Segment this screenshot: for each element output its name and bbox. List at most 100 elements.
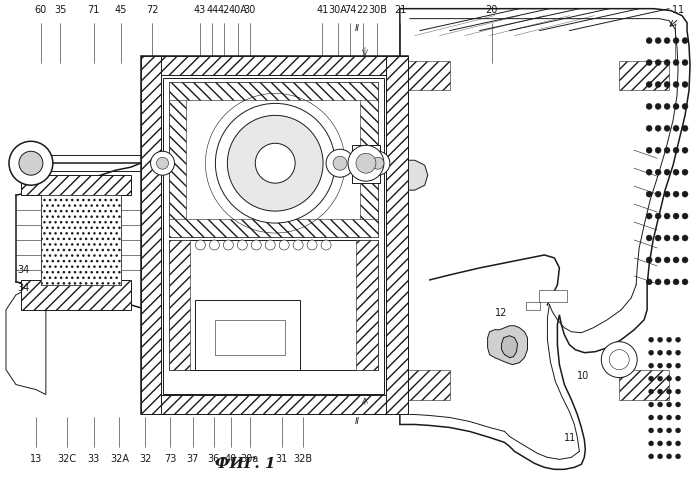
Text: 13: 13	[30, 455, 42, 464]
Bar	[168, 219, 378, 237]
Circle shape	[682, 81, 688, 87]
Circle shape	[655, 38, 661, 43]
Circle shape	[658, 402, 663, 407]
Circle shape	[210, 240, 219, 250]
Text: II: II	[354, 24, 359, 33]
Circle shape	[664, 235, 670, 241]
Circle shape	[667, 415, 672, 420]
Text: 32B: 32B	[294, 455, 312, 464]
Text: 34: 34	[17, 265, 29, 275]
Text: 11: 11	[564, 433, 577, 443]
Circle shape	[682, 279, 688, 285]
Circle shape	[649, 389, 654, 394]
Circle shape	[646, 169, 652, 175]
Bar	[400, 61, 449, 91]
Circle shape	[658, 441, 663, 446]
Circle shape	[673, 38, 679, 43]
Circle shape	[157, 157, 168, 169]
Text: 12: 12	[495, 308, 507, 318]
Circle shape	[682, 235, 688, 241]
Circle shape	[649, 415, 654, 420]
Circle shape	[649, 363, 654, 368]
Bar	[140, 55, 408, 76]
Circle shape	[673, 191, 679, 197]
Text: 22: 22	[356, 5, 369, 14]
Bar	[21, 175, 131, 195]
Circle shape	[646, 59, 652, 66]
Text: 1: 1	[678, 5, 684, 14]
Text: 30: 30	[244, 5, 256, 14]
Circle shape	[196, 240, 206, 250]
Circle shape	[646, 81, 652, 87]
Text: 30B: 30B	[368, 5, 387, 14]
Polygon shape	[6, 280, 46, 395]
Text: 73: 73	[164, 455, 177, 464]
Circle shape	[646, 104, 652, 109]
Circle shape	[649, 402, 654, 407]
Circle shape	[646, 125, 652, 131]
Circle shape	[667, 350, 672, 355]
Bar	[540, 290, 568, 302]
Circle shape	[655, 81, 661, 87]
Text: 32C: 32C	[57, 455, 77, 464]
Circle shape	[675, 350, 681, 355]
Circle shape	[646, 147, 652, 153]
Text: II: II	[354, 417, 359, 427]
Text: 40A: 40A	[229, 5, 247, 14]
Circle shape	[366, 151, 390, 175]
Circle shape	[372, 157, 384, 169]
Circle shape	[664, 191, 670, 197]
Circle shape	[664, 257, 670, 263]
Bar	[400, 370, 449, 400]
Circle shape	[675, 454, 681, 459]
Circle shape	[265, 240, 275, 250]
Bar	[168, 82, 378, 100]
Circle shape	[673, 125, 679, 131]
Circle shape	[673, 147, 679, 153]
Circle shape	[667, 428, 672, 433]
Circle shape	[307, 240, 317, 250]
Circle shape	[646, 213, 652, 219]
Bar	[163, 79, 384, 394]
Circle shape	[356, 153, 376, 173]
Circle shape	[646, 257, 652, 263]
Circle shape	[673, 279, 679, 285]
Circle shape	[675, 415, 681, 420]
Bar	[140, 55, 161, 415]
Circle shape	[658, 363, 663, 368]
Bar	[619, 370, 669, 400]
Bar	[140, 395, 408, 415]
Circle shape	[658, 376, 663, 381]
Circle shape	[610, 349, 629, 370]
Circle shape	[675, 428, 681, 433]
Circle shape	[667, 441, 672, 446]
Text: 35: 35	[54, 5, 66, 14]
Circle shape	[664, 169, 670, 175]
Bar	[168, 82, 378, 237]
Polygon shape	[400, 160, 428, 190]
Circle shape	[646, 279, 652, 285]
Circle shape	[675, 389, 681, 394]
Circle shape	[675, 402, 681, 407]
Circle shape	[682, 147, 688, 153]
Circle shape	[649, 337, 654, 342]
Circle shape	[649, 350, 654, 355]
Bar	[168, 240, 190, 370]
Circle shape	[238, 240, 247, 250]
Text: 45: 45	[115, 5, 127, 14]
Circle shape	[673, 235, 679, 241]
Circle shape	[673, 257, 679, 263]
Circle shape	[667, 454, 672, 459]
Circle shape	[655, 235, 661, 241]
Circle shape	[649, 376, 654, 381]
Circle shape	[682, 191, 688, 197]
Bar	[215, 320, 285, 355]
Circle shape	[664, 38, 670, 43]
Circle shape	[646, 191, 652, 197]
Circle shape	[664, 81, 670, 87]
Circle shape	[675, 441, 681, 446]
Circle shape	[19, 151, 43, 175]
Text: 30a: 30a	[240, 455, 259, 464]
Polygon shape	[488, 326, 528, 365]
Circle shape	[658, 428, 663, 433]
